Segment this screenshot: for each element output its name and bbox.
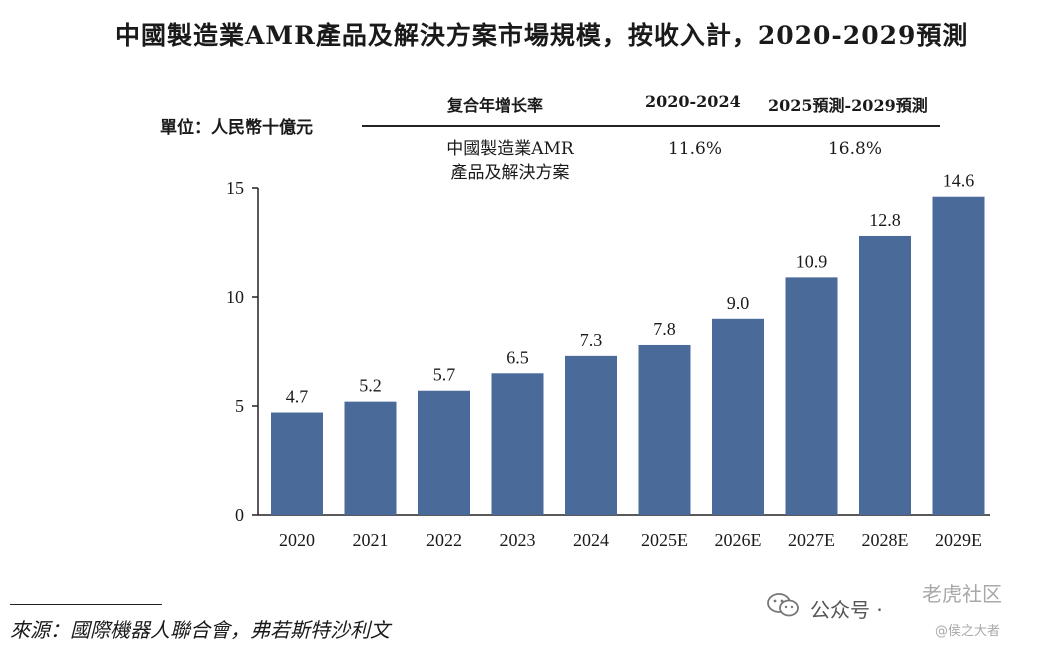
- x-tick-label: 2021: [353, 530, 389, 550]
- x-tick-label: 2023: [500, 530, 536, 550]
- bar: [418, 390, 470, 515]
- bar-chart: 0 5 10 15 4.7 2020 5.2 2021 5.7 2022 6.5 2023 7.3 202…: [226, 171, 990, 550]
- cagr-row-label-line1: 中國製造業AMR: [446, 139, 574, 159]
- cagr-period-2: 2025預測-2029預測: [768, 96, 928, 115]
- x-tick-label: 2028E: [862, 530, 909, 550]
- watermark-handle: @侯之大者: [935, 624, 1001, 639]
- bar-value-label: 5.7: [433, 365, 456, 385]
- bar-value-label: 7.8: [653, 319, 676, 339]
- watermark-brand: 老虎社区: [922, 582, 1002, 606]
- bar: [785, 277, 838, 515]
- source-note: 來源：國際機器人聯合會，弗若斯特沙利文: [10, 618, 390, 642]
- bar: [932, 196, 985, 515]
- bar: [491, 373, 544, 515]
- bar-value-label: 14.6: [943, 171, 975, 191]
- bar-value-label: 12.8: [869, 210, 901, 230]
- cagr-value-1: 11.6%: [667, 139, 722, 159]
- cagr-row-label-line2: 產品及解決方案: [450, 163, 570, 183]
- cagr-header: 复合年增长率: [447, 96, 544, 115]
- bar-value-label: 7.3: [580, 330, 603, 350]
- table-rule: [362, 125, 940, 127]
- cagr-period-1: 2020-2024: [645, 92, 741, 111]
- bar: [565, 355, 617, 515]
- source-divider: [10, 604, 162, 605]
- wechat-icon: [767, 593, 799, 617]
- bar-value-label: 9.0: [727, 293, 750, 313]
- bar: [712, 318, 764, 515]
- y-tick-label: 0: [235, 505, 244, 525]
- bar: [271, 412, 323, 515]
- bar-value-label: 6.5: [506, 347, 529, 367]
- x-tick-label: 2026E: [715, 530, 762, 550]
- bar: [638, 344, 691, 515]
- x-tick-label: 2025E: [641, 530, 688, 550]
- bar-value-label: 4.7: [286, 387, 309, 407]
- bar: [344, 401, 397, 515]
- bar-value-label: 10.9: [796, 251, 828, 271]
- x-tick-label: 2024: [573, 530, 609, 550]
- x-tick-label: 2029E: [935, 530, 982, 550]
- x-tick-label: 2020: [279, 530, 315, 550]
- bar: [859, 235, 911, 515]
- x-tick-label: 2027E: [788, 530, 835, 550]
- y-tick-label: 15: [226, 178, 244, 198]
- y-tick-label: 5: [235, 396, 244, 416]
- chart-title: 中國製造業AMR產品及解決方案市場規模，按收入計，2020-2029預測: [115, 21, 969, 50]
- watermark-label: 公众号 ·: [810, 598, 883, 622]
- y-tick-label: 10: [226, 287, 244, 307]
- cagr-value-2: 16.8%: [827, 139, 882, 159]
- cagr-row-label: 中國製造業AMR 產品及解決方案: [420, 137, 600, 185]
- unit-label: 單位：人民幣十億元: [160, 118, 313, 138]
- x-tick-label: 2022: [426, 530, 462, 550]
- bar-value-label: 5.2: [359, 376, 382, 396]
